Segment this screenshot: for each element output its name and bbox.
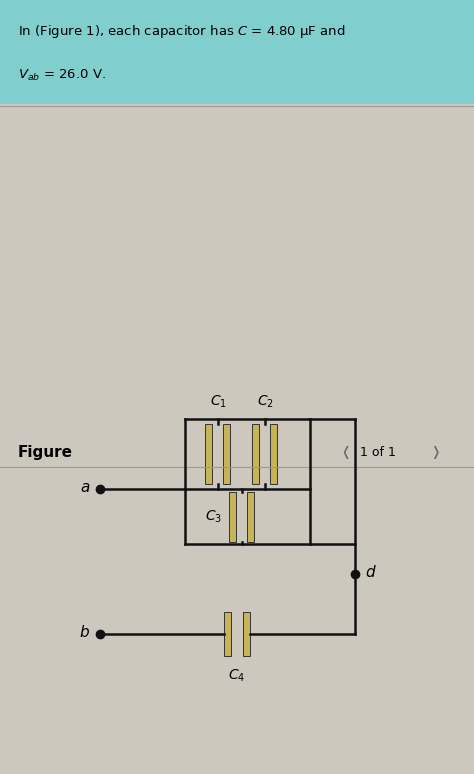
Bar xyxy=(0,0,474,104)
Text: $b$: $b$ xyxy=(79,624,90,640)
Text: In (Figure 1), each capacitor has $C$ = 4.80 μF and: In (Figure 1), each capacitor has $C$ = … xyxy=(18,23,346,39)
Text: $C_4$: $C_4$ xyxy=(228,668,246,684)
Bar xyxy=(224,424,230,484)
Bar xyxy=(229,491,237,542)
Text: ❬: ❬ xyxy=(340,447,350,459)
Text: $d$: $d$ xyxy=(365,564,377,580)
Text: $C_3$: $C_3$ xyxy=(205,509,222,525)
Text: $V_{ab}$ = 26.0 V.: $V_{ab}$ = 26.0 V. xyxy=(18,67,106,83)
Bar xyxy=(253,424,259,484)
Text: Figure: Figure xyxy=(18,445,73,461)
Bar xyxy=(206,424,212,484)
Bar xyxy=(243,612,250,656)
Bar xyxy=(224,612,231,656)
Text: 1 of 1: 1 of 1 xyxy=(360,447,396,459)
Bar xyxy=(271,424,277,484)
Text: $a$: $a$ xyxy=(80,480,90,495)
Text: ❭: ❭ xyxy=(430,447,440,459)
Text: $C_1$: $C_1$ xyxy=(210,394,227,410)
Text: $C_2$: $C_2$ xyxy=(256,394,273,410)
Bar xyxy=(247,491,255,542)
